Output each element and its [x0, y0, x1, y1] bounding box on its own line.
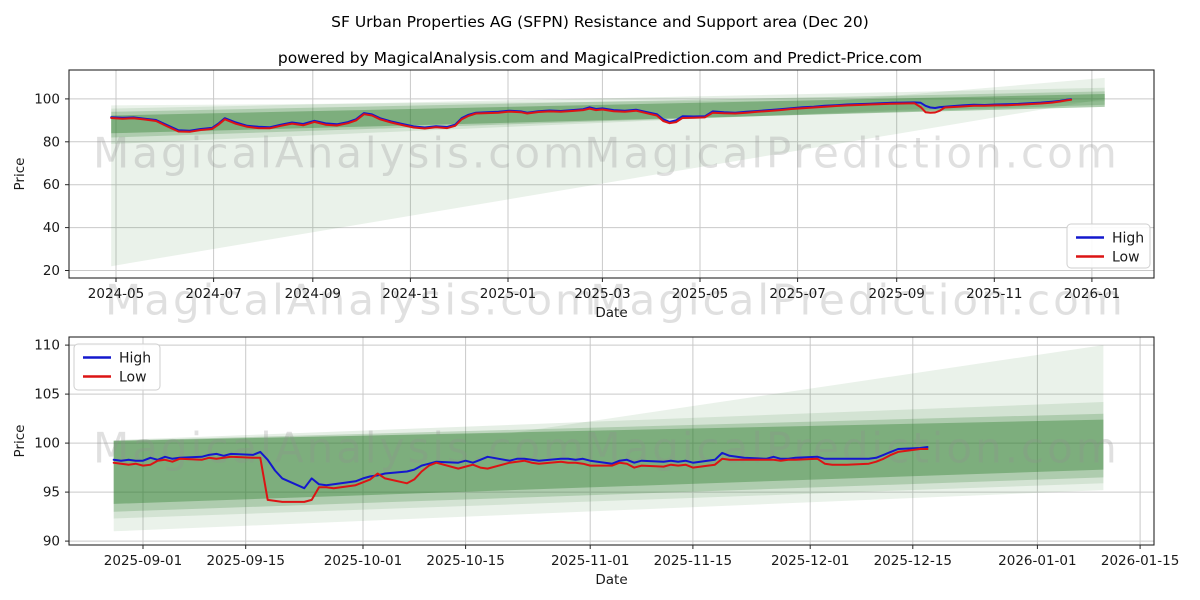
y-axis-label: Price — [12, 425, 28, 458]
x-tick-label: 2026-01 — [1064, 286, 1120, 302]
x-tick-label: 2025-05 — [672, 286, 728, 302]
x-tick-label: 2025-07 — [769, 286, 825, 302]
x-tick-label: 2025-09-15 — [206, 553, 284, 569]
y-tick-label: 100 — [34, 91, 60, 107]
x-tick-label: 2024-07 — [185, 286, 241, 302]
support-resistance-band — [113, 345, 1104, 532]
x-tick-label: 2025-10-01 — [324, 553, 402, 569]
x-axis-label: Date — [595, 305, 627, 321]
legend-box — [73, 343, 161, 391]
y-tick-label: 40 — [43, 220, 60, 236]
chart-title: SF Urban Properties AG (SFPN) Resistance… — [331, 13, 869, 31]
legend-label: High — [1112, 231, 1144, 247]
x-tick-label: 2025-09-01 — [104, 553, 182, 569]
x-tick-label: 2025-12-15 — [874, 553, 952, 569]
legend-label: Low — [119, 370, 147, 386]
plot-border — [68, 69, 1155, 279]
y-tick-label: 110 — [34, 338, 60, 354]
support-resistance-band — [113, 402, 1104, 519]
x-tick-label: 2025-11-15 — [654, 553, 732, 569]
x-tick-label: 2025-11-01 — [551, 553, 629, 569]
x-tick-label: 2026-01-15 — [1101, 553, 1179, 569]
legend-label: High — [119, 351, 151, 367]
high-line — [110, 98, 1073, 132]
x-tick-label: 2024-11 — [382, 286, 438, 302]
support-resistance-band — [111, 87, 1105, 144]
y-tick-label: 105 — [34, 387, 60, 403]
watermark: MagicalAnalysis.com — [93, 129, 587, 178]
watermark: MagicalAnalysis.com — [105, 276, 599, 325]
high-line — [112, 446, 929, 490]
y-tick-label: 90 — [43, 534, 60, 550]
support-resistance-band — [111, 91, 1105, 138]
watermark: MagicalPrediction.com — [590, 276, 1126, 325]
chart-subtitle: powered by MagicalAnalysis.com and Magic… — [277, 49, 923, 67]
watermark: MagicalAnalysis.com — [93, 424, 587, 473]
legend-label: Low — [1112, 250, 1140, 266]
detail-chart: MagicalAnalysis.comMagicalPrediction.com… — [12, 336, 1179, 588]
x-tick-label: 2024-05 — [88, 286, 144, 302]
x-tick-label: 2025-11 — [966, 286, 1022, 302]
y-tick-label: 60 — [43, 177, 60, 193]
x-tick-label: 2025-10-15 — [426, 553, 504, 569]
support-resistance-band — [111, 77, 1105, 267]
low-line — [110, 98, 1073, 133]
overview-chart: MagicalAnalysis.comMagicalPrediction.com… — [12, 69, 1155, 325]
x-tick-label: 2025-03 — [574, 286, 630, 302]
x-tick-label: 2025-01 — [480, 286, 536, 302]
y-tick-label: 80 — [43, 134, 60, 150]
plot-border — [68, 336, 1155, 546]
x-axis-label: Date — [595, 572, 627, 588]
watermark: MagicalPrediction.com — [584, 129, 1120, 178]
y-tick-label: 95 — [43, 485, 60, 501]
y-tick-label: 100 — [34, 436, 60, 452]
y-axis-label: Price — [12, 158, 28, 191]
x-tick-label: 2026-01-01 — [998, 553, 1076, 569]
y-tick-label: 20 — [43, 263, 60, 279]
x-tick-label: 2024-09 — [285, 286, 341, 302]
low-line — [112, 448, 929, 503]
x-tick-label: 2025-09 — [868, 286, 924, 302]
x-tick-label: 2025-12-01 — [771, 553, 849, 569]
